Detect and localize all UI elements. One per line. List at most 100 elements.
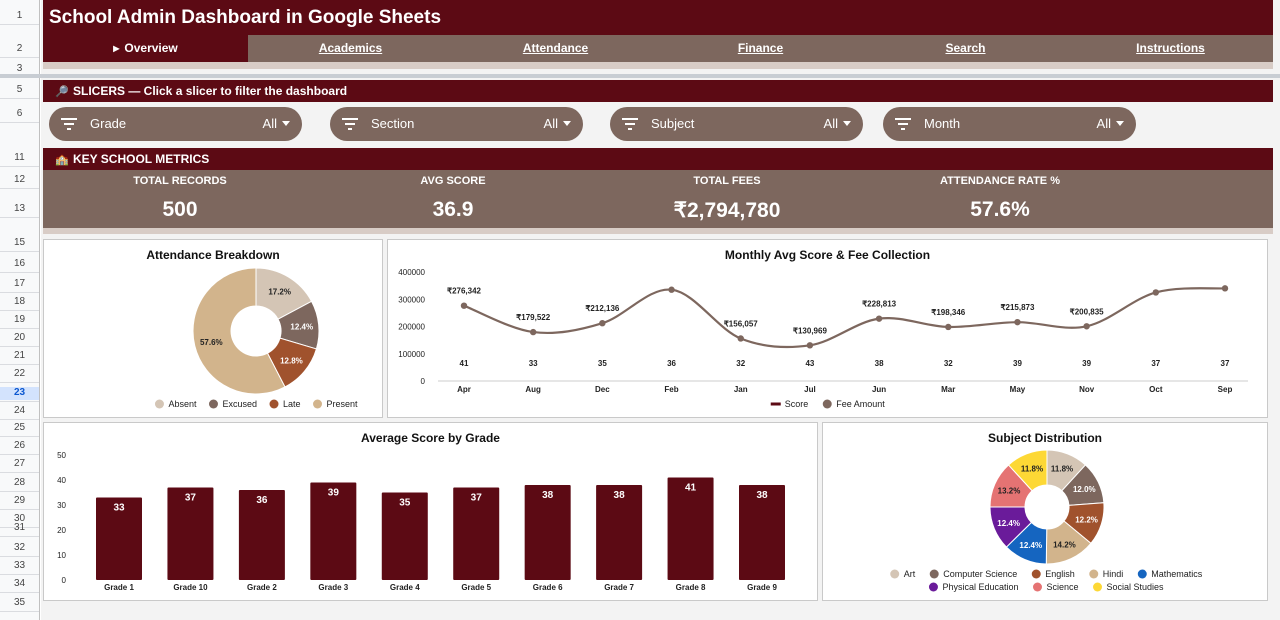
row-number[interactable]: 12 (13, 174, 26, 185)
fee-point[interactable] (1221, 285, 1229, 292)
row-number[interactable]: 1 (16, 10, 23, 21)
row-number[interactable]: 30 (13, 513, 26, 524)
nav-tab-label: Instructions (1136, 41, 1205, 55)
fee-point[interactable] (599, 319, 606, 327)
row-number[interactable]: 5 (16, 84, 23, 95)
bar-grade-2[interactable] (238, 490, 285, 580)
row-number[interactable]: 32 (13, 542, 26, 553)
row-number[interactable]: 25 (13, 422, 26, 433)
fee-data-label: ₹156,057 (724, 319, 759, 328)
fee-point[interactable] (806, 342, 814, 349)
nav-tab-overview[interactable]: ▶ Overview (43, 35, 248, 62)
fee-point[interactable] (1083, 323, 1090, 330)
row-number[interactable]: 2 (16, 43, 23, 54)
grade-bar-plot: 50 40 30 20 10 0 33 Grade 1 37 Grade 10 36 Grade 2 3… (57, 451, 785, 592)
row-number-gutter: 1 2 3 5 6 11 12 13 15 16 17 18 19 20 21 22 23 24 25 26 27 28 2… (0, 0, 40, 620)
fee-point[interactable] (460, 302, 468, 309)
row-number[interactable]: 29 (13, 495, 26, 506)
row-number[interactable]: 21 (13, 350, 26, 361)
row-number[interactable]: 24 (13, 405, 26, 416)
bar-grade-1[interactable] (96, 497, 142, 581)
legend-label: Hindi (1103, 569, 1124, 579)
metric-value: ₹2,794,780 (673, 199, 781, 222)
subject-distribution-chart[interactable]: Subject Distribution 11.8% 12.0% 12.2% 14.2… (822, 422, 1268, 601)
bar-grade-8[interactable] (667, 477, 714, 581)
row-number[interactable]: 18 (13, 296, 26, 307)
slicer-label: Section (371, 116, 415, 131)
bar-grade-5[interactable] (453, 487, 500, 581)
row-number[interactable]: 27 (13, 458, 26, 469)
bar-grade-3[interactable] (310, 482, 357, 581)
fee-point[interactable] (875, 315, 883, 322)
row-number[interactable]: 13 (13, 203, 26, 214)
bar-grade-6[interactable] (524, 485, 571, 580)
row-number[interactable]: 17 (13, 278, 26, 289)
fee-point[interactable] (737, 335, 744, 342)
slicer-value[interactable]: All (824, 116, 851, 131)
slicer-value[interactable]: All (1097, 116, 1124, 131)
nav-tab-attendance[interactable]: Attendance (453, 35, 658, 62)
fee-point[interactable] (945, 323, 952, 331)
chart-title: Attendance Breakdown (146, 248, 280, 262)
row-divider (0, 491, 39, 492)
bar-grade-10[interactable] (167, 487, 214, 581)
metric-value: 36.9 (432, 198, 474, 221)
row-number[interactable]: 35 (13, 597, 26, 608)
fee-point[interactable] (529, 328, 537, 336)
attendance-breakdown-chart[interactable]: Attendance Breakdown 17.2% 12.4% 12.8% 57.6… (43, 239, 383, 418)
nav-tab-instructions[interactable]: Instructions (1068, 35, 1273, 62)
slicer-grade[interactable]: Grade All (49, 107, 302, 141)
row-divider (0, 536, 39, 537)
fee-point[interactable] (668, 286, 675, 293)
monthly-score-fee-chart[interactable]: Monthly Avg Score & Fee Collection 40000… (387, 239, 1268, 418)
nav-tab-finance[interactable]: Finance (658, 35, 863, 62)
metrics-heading: KEY SCHOOL METRICS (73, 152, 210, 166)
chart-title: Monthly Avg Score & Fee Collection (724, 248, 931, 262)
slice-label: 12.4% (997, 519, 1020, 528)
row-number[interactable]: 6 (16, 108, 23, 119)
row-number[interactable]: 26 (13, 440, 26, 451)
bar-data-label: 35 (399, 498, 411, 509)
legend-swatch (822, 399, 832, 409)
slice-present[interactable] (192, 267, 286, 395)
row-number[interactable]: 33 (13, 560, 26, 571)
slice-social-studies[interactable] (1007, 449, 1048, 492)
row-divider (0, 454, 39, 455)
fee-amount-line[interactable] (463, 287, 1226, 349)
fee-data-label: ₹130,969 (793, 326, 828, 335)
fee-point[interactable] (1152, 289, 1160, 296)
row-number[interactable]: 11 (14, 152, 25, 163)
slicer-subject[interactable]: Subject All (610, 107, 863, 141)
row-number[interactable]: 19 (13, 314, 26, 325)
bar-grade-7[interactable] (596, 485, 643, 580)
slicers-heading-bar: 🔎 SLICERS — Click a slicer to filter the … (43, 80, 1273, 102)
legend-label: Late (283, 399, 301, 409)
row-number[interactable]: 34 (13, 578, 26, 589)
fee-point[interactable] (1014, 318, 1021, 326)
metric-value: 57.6% (970, 198, 1030, 221)
x-tick-label: Feb (664, 385, 678, 394)
row-number[interactable]: 3 (16, 63, 23, 74)
slicer-month[interactable]: Month All (883, 107, 1136, 141)
frozen-rows-divider (0, 74, 1280, 78)
slicer-value[interactable]: All (544, 116, 571, 131)
bar-grade-9[interactable] (739, 485, 785, 580)
bar-grade-4[interactable] (381, 492, 428, 581)
row-number[interactable]: 28 (13, 477, 26, 488)
slicer-section[interactable]: Section All (330, 107, 583, 141)
row-number[interactable]: 22 (13, 368, 26, 379)
nav-bar: ▶ Overview Academics Attendance Finance Searc… (43, 35, 1273, 62)
metric-label: ATTENDANCE RATE % (940, 175, 1060, 187)
row-number[interactable]: 16 (13, 258, 26, 269)
row-number[interactable]: 15 (13, 237, 26, 248)
legend-swatch (313, 399, 323, 409)
legend-swatch (1031, 569, 1041, 579)
nav-tab-search[interactable]: Search (863, 35, 1068, 62)
average-score-by-grade-chart[interactable]: Average Score by Grade 50 40 30 20 10 0 33 Grad… (43, 422, 818, 601)
nav-tab-academics[interactable]: Academics (248, 35, 453, 62)
row-number[interactable]: 31 (13, 522, 26, 533)
row-number[interactable]: 23 (0, 387, 39, 400)
y-tick-label: 100000 (398, 350, 425, 359)
slicer-value[interactable]: All (263, 116, 290, 131)
row-number[interactable]: 20 (13, 332, 26, 343)
